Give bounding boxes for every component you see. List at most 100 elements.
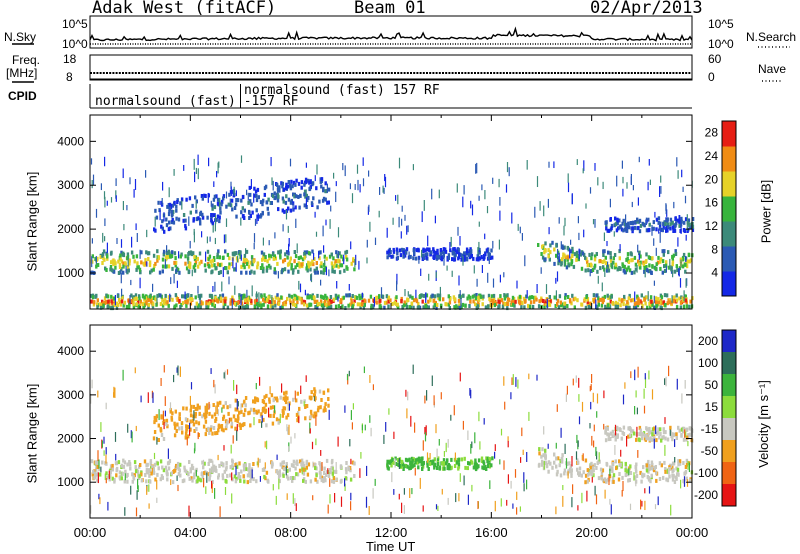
heatmap-cell — [208, 472, 212, 477]
heatmap-cell — [216, 298, 219, 303]
heatmap-cell — [243, 467, 246, 472]
heatmap-cell — [668, 467, 671, 471]
scatter-echo — [328, 269, 330, 277]
heatmap-cell — [271, 252, 275, 257]
scatter-echo — [508, 167, 510, 177]
scatter-echo — [334, 493, 336, 503]
heatmap-cell — [363, 298, 366, 303]
scatter-echo — [492, 278, 495, 288]
heatmap-cell — [570, 470, 573, 475]
heatmap-cell — [154, 261, 157, 266]
heatmap-cell — [253, 299, 257, 304]
heatmap-cell — [224, 401, 227, 406]
heatmap-cell — [433, 457, 436, 462]
heatmap-cell — [323, 476, 326, 481]
heatmap-cell — [249, 407, 253, 412]
scatter-echo — [156, 294, 158, 305]
scatter-echo — [589, 385, 591, 392]
heatmap-cell — [162, 252, 165, 257]
heatmap-cell — [194, 195, 197, 200]
scatter-echo — [288, 424, 290, 436]
heatmap-cell — [251, 210, 254, 215]
heatmap-cell — [356, 302, 360, 307]
heatmap-cell — [277, 301, 281, 306]
heatmap-cell — [639, 428, 642, 433]
heatmap-cell — [688, 478, 692, 483]
heatmap-cell — [185, 469, 188, 474]
scatter-echo — [470, 389, 472, 399]
heatmap-cell — [399, 253, 403, 258]
heatmap-cell — [493, 303, 497, 308]
scatter-echo — [342, 163, 344, 171]
heatmap-cell — [244, 463, 247, 468]
heatmap-cell — [541, 299, 545, 303]
scatter-echo — [451, 270, 453, 277]
scatter-echo — [268, 407, 270, 418]
heatmap-cell — [278, 188, 281, 193]
heatmap-cell — [352, 257, 355, 262]
velocity-colorbar-tick: -15 — [701, 422, 719, 436]
heatmap-cell — [677, 462, 680, 467]
heatmap-cell — [225, 204, 228, 209]
heatmap-cell — [441, 461, 444, 466]
scatter-echo — [276, 454, 278, 460]
heatmap-cell — [349, 477, 353, 482]
heatmap-cell — [240, 469, 243, 474]
heatmap-cell — [682, 252, 686, 257]
heatmap-cell — [220, 262, 223, 267]
scatter-echo — [135, 223, 137, 231]
heatmap-cell — [220, 427, 224, 432]
heatmap-cell — [176, 465, 179, 470]
heatmap-cell — [247, 467, 250, 472]
scatter-echo — [462, 196, 464, 208]
heatmap-cell — [307, 195, 310, 200]
heatmap-cell — [214, 465, 217, 470]
heatmap-cell — [643, 473, 646, 478]
heatmap-cell — [492, 301, 495, 306]
heatmap-cell — [320, 303, 324, 308]
scatter-echo — [687, 441, 689, 447]
scatter-echo — [435, 504, 438, 510]
heatmap-cell — [131, 472, 134, 477]
scatter-echo — [581, 492, 583, 504]
heatmap-cell — [470, 249, 473, 254]
heatmap-cell — [387, 295, 391, 300]
heatmap-cell — [161, 465, 164, 470]
heatmap-cell — [210, 466, 214, 471]
heatmap-cell — [138, 294, 141, 299]
heatmap-cell — [243, 479, 246, 484]
heatmap-cell — [390, 463, 393, 468]
power-ylabel: Slant Range [km] — [24, 171, 40, 272]
scatter-echo — [626, 436, 628, 447]
heatmap-cell — [283, 391, 286, 396]
heatmap-cell — [433, 465, 436, 470]
heatmap-cell — [412, 248, 415, 253]
scatter-echo — [193, 448, 196, 454]
heatmap-cell — [294, 205, 297, 210]
heatmap-cell — [184, 431, 188, 436]
heatmap-cell — [242, 412, 246, 417]
heatmap-cell — [345, 249, 349, 254]
heatmap-cell — [316, 299, 319, 304]
heatmap-cell — [565, 265, 569, 270]
heatmap-cell — [591, 252, 594, 257]
heatmap-cell — [432, 305, 435, 310]
heatmap-cell — [402, 467, 405, 471]
scatter-echo — [499, 459, 501, 465]
scatter-echo — [447, 439, 449, 448]
heatmap-cell — [298, 468, 302, 473]
heatmap-cell — [248, 410, 251, 415]
heatmap-cell — [249, 476, 253, 481]
heatmap-cell — [433, 303, 436, 308]
heatmap-cell — [628, 433, 632, 438]
heatmap-cell — [658, 435, 661, 440]
scatter-echo — [90, 393, 92, 404]
heatmap-cell — [181, 294, 184, 299]
heatmap-cell — [631, 429, 635, 434]
scatter-echo — [194, 171, 196, 183]
scatter-echo — [436, 448, 438, 458]
scatter-echo — [570, 239, 572, 245]
heatmap-cell — [212, 403, 215, 407]
heatmap-cell — [95, 293, 98, 298]
scatter-echo — [352, 403, 354, 410]
